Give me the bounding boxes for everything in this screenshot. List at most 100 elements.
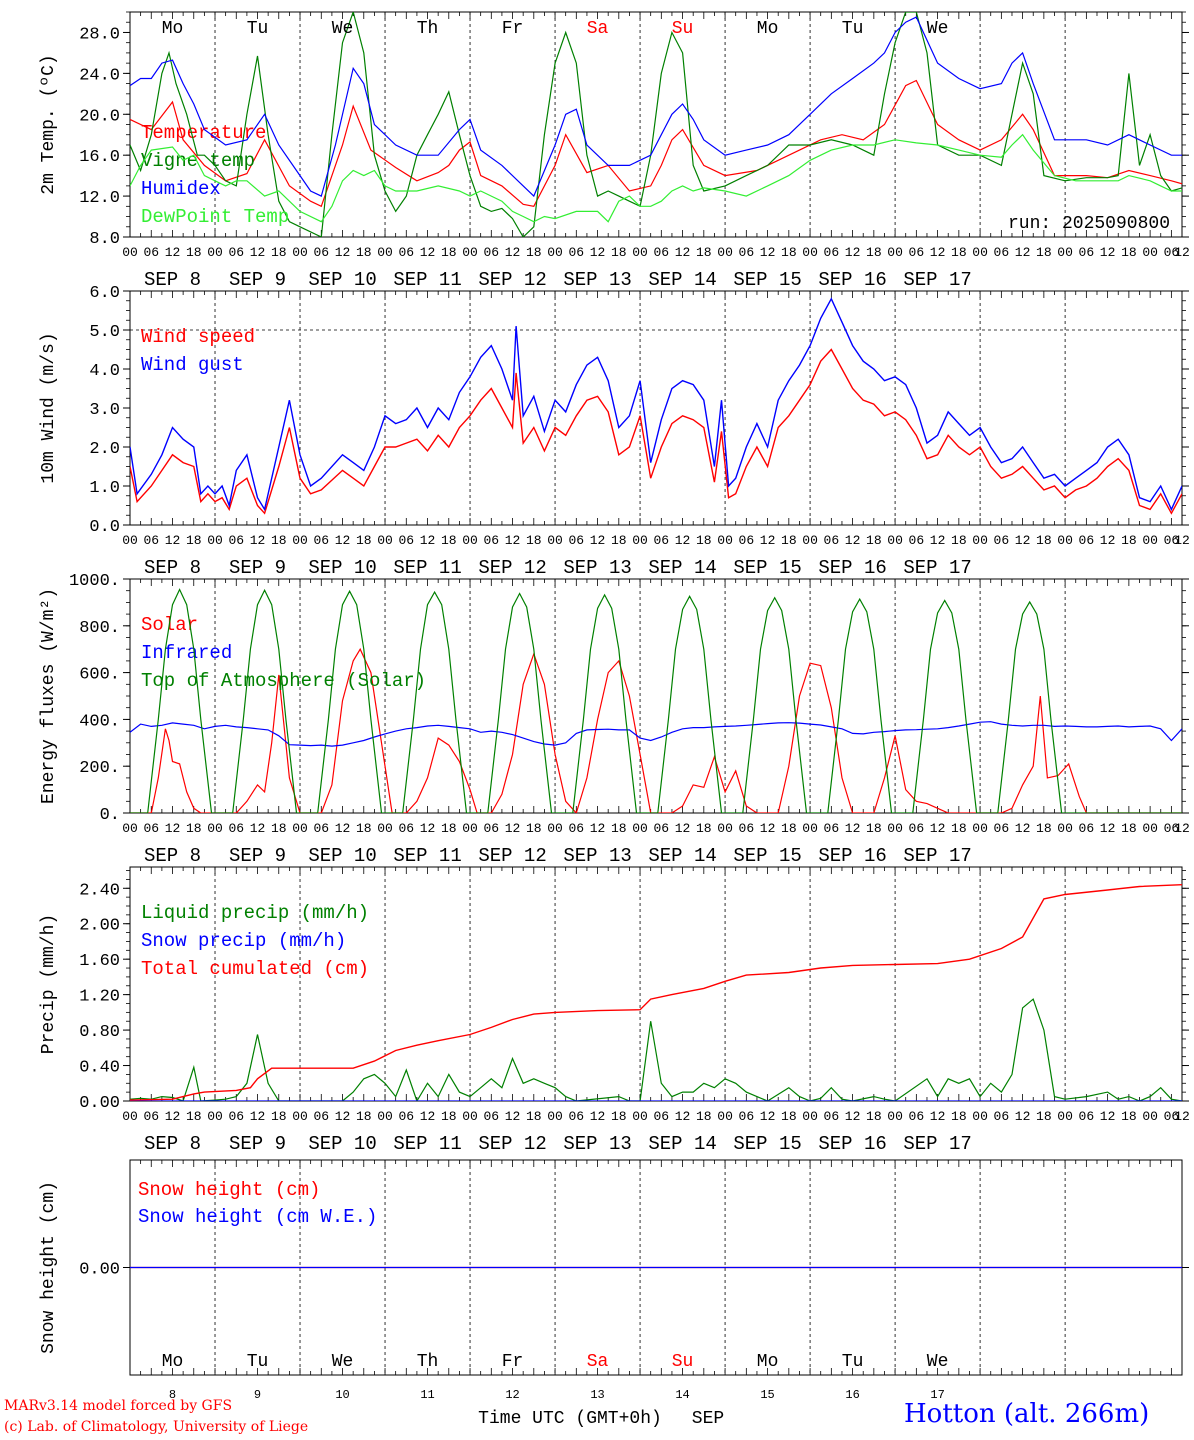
- weekday-label-bottom: Tu: [247, 1352, 269, 1372]
- hour-tick-label: 06: [994, 821, 1010, 836]
- hour-tick-label: 00: [972, 533, 988, 548]
- weekday-label-bottom: Mo: [757, 1352, 779, 1372]
- y-tick-label: 28.0: [79, 25, 120, 44]
- hour-tick-label: 18: [1036, 821, 1052, 836]
- date-label: SEP 16: [818, 557, 886, 579]
- legend-entry: Snow precip (mm/h): [141, 930, 346, 952]
- hour-tick-label: 06: [994, 1109, 1010, 1124]
- hour-tick-label: 06: [1079, 533, 1095, 548]
- hour-tick-label: 00: [207, 821, 223, 836]
- hour-tick-label: 18: [611, 533, 627, 548]
- hour-tick-label: 06: [398, 1109, 414, 1124]
- hour-tick-label: 12: [760, 245, 776, 260]
- hour-tick-label: 06: [739, 1109, 755, 1124]
- hour-tick-label: 06: [909, 1109, 925, 1124]
- hour-tick-label: 06: [909, 533, 925, 548]
- y-tick-label: 1.20: [79, 988, 120, 1007]
- date-label: SEP 10: [308, 557, 376, 579]
- legend-entry: Snow height (cm W.E.): [138, 1206, 377, 1228]
- hour-tick-label: 18: [611, 1109, 627, 1124]
- hour-tick-label: 06: [654, 533, 670, 548]
- hour-tick-label: 00: [377, 245, 393, 260]
- y-axis-label: Precip (mm/h): [39, 914, 59, 1054]
- hour-tick-label: 12: [590, 245, 606, 260]
- date-label: SEP 16: [818, 845, 886, 867]
- hour-tick-label: 12: [165, 245, 181, 260]
- hour-tick-label: 12: [845, 1109, 861, 1124]
- hour-tick-label: 18: [356, 533, 372, 548]
- y-tick-label: 6.0: [89, 284, 120, 303]
- hour-tick-label: 12: [1015, 245, 1031, 260]
- y-tick-label: 400.: [79, 712, 120, 731]
- hour-tick-label: 00: [972, 821, 988, 836]
- hour-tick-label: 00: [547, 533, 563, 548]
- hour-tick-label: 18: [356, 1109, 372, 1124]
- hour-tick-label: 06: [398, 245, 414, 260]
- hour-tick-label: 12: [420, 821, 436, 836]
- hour-tick-label: 18: [866, 821, 882, 836]
- date-label: SEP 8: [144, 845, 201, 867]
- station-title: Hotton (alt. 266m): [904, 1399, 1150, 1429]
- hour-tick-label: 12: [675, 533, 691, 548]
- hour-tick-label: 12: [1174, 821, 1190, 836]
- hour-tick-label: 12: [1174, 1109, 1190, 1124]
- hour-tick-label: 18: [1121, 533, 1137, 548]
- legend-entry: Liquid precip (mm/h): [141, 902, 369, 924]
- hour-tick-label: 12: [165, 1109, 181, 1124]
- y-tick-label: 1.0: [89, 479, 120, 498]
- hour-tick-label: 06: [909, 821, 925, 836]
- date-label: SEP 8: [144, 557, 201, 579]
- hour-tick-label: 00: [632, 821, 648, 836]
- y-tick-label: 16.0: [79, 148, 120, 167]
- y-tick-label: 800.: [79, 619, 120, 638]
- hour-tick-label: 12: [1174, 245, 1190, 260]
- y-tick-label: 600.: [79, 666, 120, 685]
- hour-tick-label: 00: [1142, 245, 1158, 260]
- month-label: SEP: [692, 1409, 724, 1429]
- hour-tick-label: 06: [568, 821, 584, 836]
- hour-tick-label: 18: [271, 533, 287, 548]
- day-number-label: 17: [930, 1388, 944, 1402]
- weekday-label-bottom: Su: [672, 1352, 694, 1372]
- hour-tick-label: 18: [526, 1109, 542, 1124]
- y-tick-label: 1.60: [79, 952, 120, 971]
- hour-tick-label: 00: [632, 1109, 648, 1124]
- series-line-0-1: [130, 12, 1182, 237]
- hour-tick-label: 12: [590, 821, 606, 836]
- weekday-label-top: Th: [417, 19, 439, 39]
- hour-tick-label: 18: [1036, 1109, 1052, 1124]
- hour-tick-label: 00: [122, 245, 138, 260]
- hour-tick-label: 06: [483, 245, 499, 260]
- x-axis-title: Time UTC (GMT+0h): [478, 1409, 662, 1429]
- hour-tick-label: 18: [951, 533, 967, 548]
- hour-tick-label: 00: [122, 821, 138, 836]
- hour-tick-label: 00: [1142, 533, 1158, 548]
- date-label: SEP 15: [733, 1133, 801, 1155]
- hour-tick-label: 00: [717, 821, 733, 836]
- hour-tick-label: 00: [292, 533, 308, 548]
- hour-tick-label: 18: [951, 245, 967, 260]
- hour-tick-label: 12: [1100, 533, 1116, 548]
- hour-tick-label: 00: [207, 533, 223, 548]
- weekday-label-top: We: [927, 19, 949, 39]
- hour-tick-label: 06: [824, 533, 840, 548]
- series-line-1-1: [130, 297, 1182, 512]
- hour-tick-label: 12: [335, 821, 351, 836]
- hour-tick-label: 12: [760, 821, 776, 836]
- day-number-label: 8: [169, 1388, 176, 1402]
- hour-tick-label: 00: [462, 821, 478, 836]
- date-label: SEP 14: [648, 557, 716, 579]
- date-label: SEP 9: [229, 269, 286, 291]
- hour-tick-label: 00: [547, 1109, 563, 1124]
- hour-tick-label: 12: [1100, 245, 1116, 260]
- hour-tick-label: 12: [845, 245, 861, 260]
- hour-tick-label: 06: [654, 245, 670, 260]
- hour-tick-label: 00: [207, 1109, 223, 1124]
- date-label: SEP 14: [648, 1133, 716, 1155]
- hour-tick-label: 00: [717, 533, 733, 548]
- legend-entry: Temperature: [141, 122, 266, 144]
- hour-tick-label: 18: [781, 1109, 797, 1124]
- y-tick-label: 24.0: [79, 66, 120, 85]
- hour-tick-label: 06: [739, 533, 755, 548]
